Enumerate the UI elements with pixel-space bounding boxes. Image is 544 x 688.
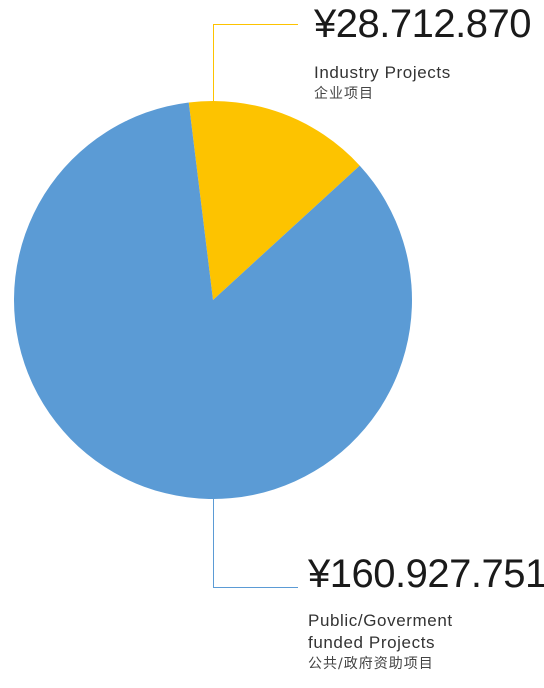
public-label-en-line2: funded Projects xyxy=(308,633,436,652)
industry-label-zh: 企业项目 xyxy=(314,86,374,102)
callout-public: ¥160.927.751 Public/Goverment funded Pro… xyxy=(308,552,544,674)
public-label-en-line1: Public/Goverment xyxy=(308,611,453,630)
leader-line-industry xyxy=(213,24,298,104)
pie-slice-industry xyxy=(188,100,360,301)
leader-lines xyxy=(213,24,298,588)
public-label-zh: 公共/政府资助项目 xyxy=(308,656,434,672)
industry-amount: ¥28.712.870 xyxy=(314,2,531,46)
pie-slice-public xyxy=(13,102,412,499)
public-amount: ¥160.927.751 xyxy=(308,552,544,596)
leader-line-public xyxy=(213,497,298,588)
industry-label-en: Industry Projects xyxy=(314,63,451,82)
pie-slices xyxy=(13,100,412,499)
callout-industry: ¥28.712.870 Industry Projects 企业项目 xyxy=(314,2,531,104)
